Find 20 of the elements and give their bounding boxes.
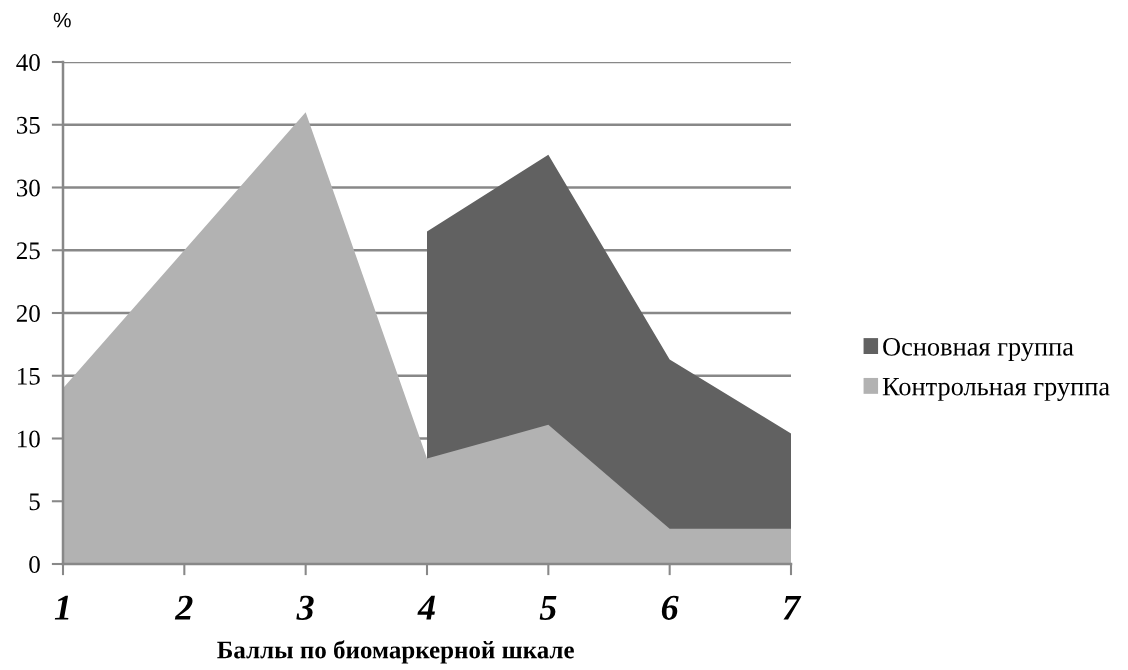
y-tick-label: 0 — [29, 556, 40, 573]
x-tick-label: 4 — [417, 595, 435, 620]
y-tick-label: 30 — [16, 179, 40, 197]
y-tick-label: 40 — [16, 54, 40, 71]
x-tick-label: 2 — [174, 595, 193, 620]
x-tick-label: 6 — [661, 595, 679, 620]
x-tick-label: 7 — [783, 595, 802, 620]
legend-label: Контрольная группа — [882, 377, 1110, 401]
legend-label: Основная группа — [883, 337, 1074, 362]
y-tick-label: 10 — [17, 430, 40, 448]
y-tick-label: 5 — [29, 493, 40, 511]
x-tick-label: 5 — [539, 595, 557, 620]
y-axis-title: % — [53, 12, 71, 28]
x-axis-title: Баллы по биомаркерной шкале — [217, 640, 574, 664]
y-tick-label: 25 — [16, 242, 40, 260]
y-tick-label: 15 — [17, 367, 40, 385]
x-tick-label: 3 — [296, 595, 314, 620]
y-tick-label: 20 — [16, 305, 40, 322]
x-tick-label: 1 — [54, 595, 69, 620]
y-tick-label: 35 — [16, 116, 40, 134]
